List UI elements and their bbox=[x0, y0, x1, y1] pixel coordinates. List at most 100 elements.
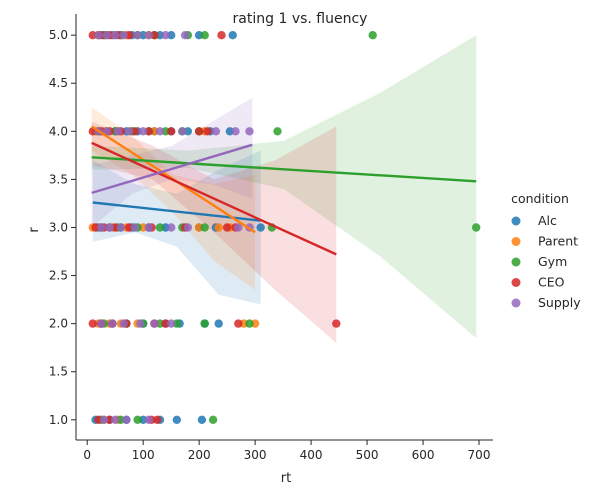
data-point bbox=[234, 223, 243, 232]
data-point bbox=[178, 127, 187, 136]
data-point bbox=[119, 319, 128, 328]
x-tick-label: 0 bbox=[83, 448, 91, 462]
data-point bbox=[368, 31, 377, 40]
data-point bbox=[119, 31, 128, 40]
legend-label: Supply bbox=[538, 295, 581, 310]
data-point bbox=[153, 415, 162, 424]
data-point bbox=[97, 319, 106, 328]
data-point bbox=[194, 127, 204, 136]
y-tick-label: 4.0 bbox=[49, 124, 68, 138]
y-axis-label: r bbox=[27, 227, 42, 233]
data-point bbox=[139, 127, 148, 136]
data-point bbox=[136, 319, 145, 328]
legend-title: condition bbox=[511, 191, 569, 206]
data-point bbox=[150, 319, 159, 328]
legend-entry-alc: Alc bbox=[511, 213, 557, 228]
data-point bbox=[94, 31, 103, 40]
regression-line-gym bbox=[91, 156, 477, 183]
plot-area bbox=[88, 31, 481, 424]
legend-marker bbox=[511, 257, 521, 267]
series-supply-points bbox=[94, 31, 254, 424]
data-point bbox=[167, 223, 176, 232]
x-tick-label: 300 bbox=[244, 448, 267, 462]
legend-entry-supply: Supply bbox=[511, 295, 581, 310]
confidence-band-alc bbox=[92, 150, 261, 305]
x-tick-label: 700 bbox=[468, 448, 491, 462]
legend-marker bbox=[511, 278, 521, 287]
data-point bbox=[228, 31, 237, 40]
data-point bbox=[197, 415, 207, 424]
y-tick-label: 5.0 bbox=[49, 28, 68, 42]
data-point bbox=[122, 415, 131, 424]
confidence-band-ceo bbox=[91, 121, 337, 343]
data-point bbox=[155, 127, 165, 136]
legend: condition Alc Parent Gym CEO Supply bbox=[511, 191, 581, 310]
data-point bbox=[102, 127, 112, 136]
data-point bbox=[200, 31, 209, 40]
axes: 0 100 200 300 400 500 600 700 1.0 1.5 2.0 2.5 3.0 3.5… bbox=[49, 14, 493, 462]
x-tick-label: 200 bbox=[188, 448, 211, 462]
data-point bbox=[200, 223, 209, 232]
legend-marker bbox=[511, 216, 521, 226]
y-tick-label: 2.0 bbox=[49, 317, 68, 331]
data-point bbox=[161, 31, 170, 40]
data-point bbox=[125, 127, 134, 136]
x-tick-label: 400 bbox=[300, 448, 323, 462]
data-point bbox=[88, 319, 98, 328]
data-point bbox=[208, 415, 218, 424]
data-point bbox=[332, 319, 341, 328]
y-tick-label: 4.5 bbox=[49, 76, 68, 90]
data-point bbox=[231, 127, 240, 136]
y-tick-label: 3.5 bbox=[49, 172, 68, 186]
legend-label: Parent bbox=[538, 234, 578, 249]
x-tick-label: 600 bbox=[412, 448, 435, 462]
data-point bbox=[214, 319, 223, 328]
data-point bbox=[217, 31, 226, 40]
data-point bbox=[472, 223, 481, 232]
y-tick-label: 1.0 bbox=[49, 413, 68, 427]
data-point bbox=[167, 127, 176, 136]
regression-line-ceo bbox=[91, 141, 337, 256]
data-point bbox=[245, 127, 254, 136]
data-point bbox=[172, 415, 181, 424]
confidence-band-gym bbox=[91, 35, 477, 339]
chart-title: rating 1 vs. fluency bbox=[233, 11, 368, 27]
x-tick-label: 500 bbox=[356, 448, 379, 462]
data-point bbox=[133, 31, 142, 40]
data-point bbox=[200, 319, 209, 328]
legend-entry-ceo: CEO bbox=[511, 275, 565, 290]
data-point bbox=[183, 223, 193, 232]
data-point bbox=[245, 319, 254, 328]
data-point bbox=[116, 223, 126, 232]
data-point bbox=[234, 319, 243, 328]
data-point bbox=[214, 223, 223, 232]
data-point bbox=[102, 31, 112, 40]
regression-line-supply bbox=[91, 143, 253, 195]
data-point bbox=[111, 31, 120, 40]
legend-marker bbox=[511, 298, 521, 308]
data-point bbox=[211, 127, 221, 136]
y-tick-label: 2.5 bbox=[49, 269, 68, 283]
data-point bbox=[203, 127, 212, 136]
y-tick-label: 1.5 bbox=[49, 365, 68, 379]
y-tick-label: 3.0 bbox=[49, 220, 68, 234]
data-point bbox=[97, 223, 106, 232]
legend-label: Alc bbox=[538, 213, 557, 228]
data-point bbox=[133, 415, 142, 424]
data-point bbox=[99, 415, 109, 424]
data-point bbox=[167, 319, 176, 328]
data-point bbox=[144, 31, 153, 40]
legend-label: Gym bbox=[538, 254, 567, 269]
data-point bbox=[155, 223, 165, 232]
data-point bbox=[105, 223, 114, 232]
legend-marker bbox=[511, 237, 521, 246]
legend-entry-parent: Parent bbox=[511, 234, 578, 249]
data-point bbox=[144, 223, 153, 232]
data-point bbox=[108, 319, 117, 328]
data-point bbox=[111, 415, 120, 424]
data-point bbox=[222, 223, 232, 232]
legend-entry-gym: Gym bbox=[511, 254, 567, 269]
data-point bbox=[256, 223, 265, 232]
